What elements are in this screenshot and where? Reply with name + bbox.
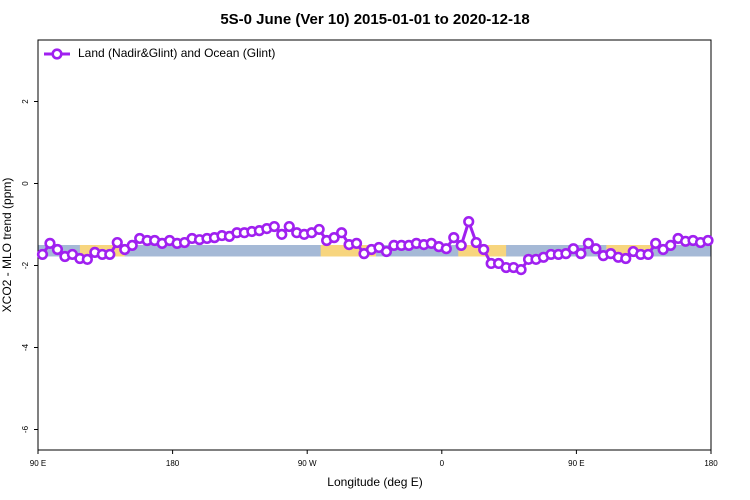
series-point <box>582 237 594 249</box>
x-tick-label: 180 <box>704 459 718 468</box>
series-point <box>478 243 490 256</box>
x-tick-label: 90 W <box>298 459 317 468</box>
series-point <box>567 243 580 255</box>
y-tick-label: 0 <box>21 181 30 186</box>
series-point <box>81 253 93 265</box>
series-point <box>313 223 325 236</box>
x-tick-label: 90 E <box>568 459 584 468</box>
legend-label: Land (Nadir&Glint) and Ocean (Glint) <box>78 46 275 60</box>
y-axis-label: XCO2 - MLO trend (ppm) <box>0 178 14 313</box>
x-tick-label: 180 <box>166 459 180 468</box>
series-point <box>448 232 460 244</box>
series-point <box>560 248 572 260</box>
series-point <box>440 243 452 255</box>
x-tick-label: 0 <box>440 459 445 468</box>
band-highlight <box>320 245 376 257</box>
series-point <box>380 245 393 258</box>
chart-title: 5S-0 June (Ver 10) 2015-01-01 to 2020-12… <box>220 11 529 28</box>
series-point <box>350 237 363 249</box>
series-point <box>650 237 662 249</box>
legend-marker <box>51 48 63 60</box>
x-axis-label: Longitude (deg E) <box>327 475 422 489</box>
y-tick-label: -4 <box>21 343 30 351</box>
series-point <box>44 237 56 249</box>
series-point <box>702 234 714 247</box>
series-point <box>470 236 482 249</box>
series-point <box>515 264 527 276</box>
series-point <box>463 216 475 228</box>
series-point <box>455 239 467 252</box>
y-tick-label: 2 <box>21 99 30 104</box>
series-point <box>665 239 677 252</box>
series-point <box>283 220 295 233</box>
y-tick-label: -2 <box>21 261 30 269</box>
series-point <box>51 243 64 256</box>
series-point <box>328 232 340 244</box>
series-point <box>642 248 654 261</box>
series-point <box>104 248 116 261</box>
series-point <box>276 228 288 240</box>
series-point <box>575 248 587 260</box>
series-point <box>620 252 632 265</box>
series-point <box>126 239 138 252</box>
series-point <box>335 227 348 239</box>
series-point <box>36 248 49 261</box>
y-tick-label: -6 <box>21 425 30 433</box>
series-point <box>268 220 280 233</box>
series-point <box>590 243 602 255</box>
series-point <box>111 236 123 249</box>
x-tick-label: 90 E <box>30 459 46 468</box>
